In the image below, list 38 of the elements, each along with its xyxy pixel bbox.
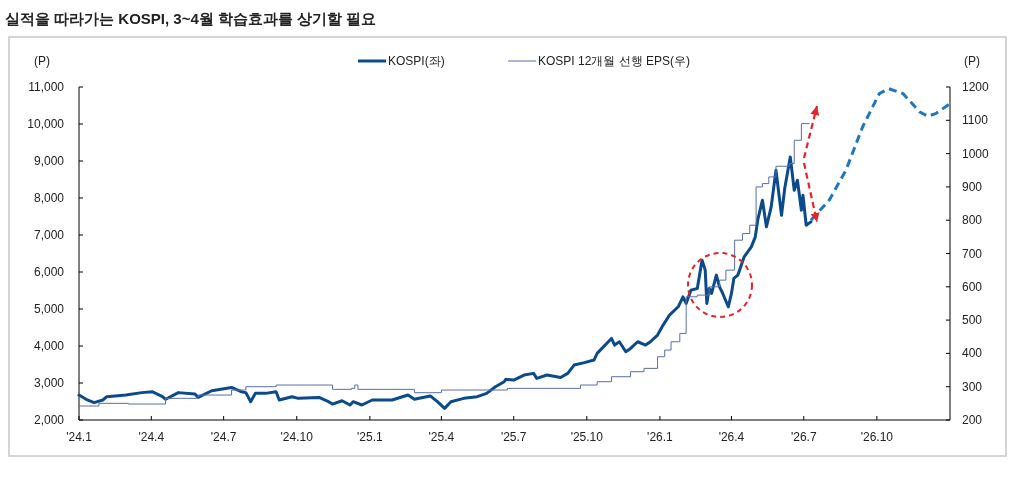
y-tick-label: 10,000 bbox=[27, 117, 65, 131]
y-tick-label: 4,000 bbox=[33, 339, 65, 353]
x-tick-label: '24.7 bbox=[210, 430, 237, 444]
y-tick-label: 7,000 bbox=[33, 228, 65, 242]
legend-label: KOSPI 12개월 선행 EPS(우) bbox=[538, 54, 691, 68]
x-tick-label: '26.7 bbox=[790, 430, 817, 444]
x-tick-label: '25.4 bbox=[428, 430, 455, 444]
y-tick-label: 9,000 bbox=[33, 154, 65, 168]
x-tick-label: '25.7 bbox=[500, 430, 527, 444]
y2-tick-label: 500 bbox=[962, 313, 983, 328]
y-tick-label: 3,000 bbox=[33, 376, 65, 390]
y-tick-label: 2,000 bbox=[33, 413, 65, 427]
x-tick-label: '26.10 bbox=[860, 430, 894, 444]
x-tick-label: '24.4 bbox=[138, 430, 165, 444]
x-tick-label: '25.10 bbox=[570, 430, 604, 444]
y-tick-label: 6,000 bbox=[33, 265, 65, 279]
y2-axis-title: (P) bbox=[964, 54, 980, 68]
x-tick-label: '24.10 bbox=[280, 430, 314, 444]
y2-tick-label: 900 bbox=[962, 179, 983, 194]
x-tick-label: '26.1 bbox=[647, 430, 674, 444]
y2-tick-label: 1100 bbox=[962, 113, 989, 128]
x-tick-label: '26.4 bbox=[718, 430, 745, 444]
y-axis-title: (P) bbox=[34, 54, 50, 68]
y2-tick-label: 300 bbox=[962, 379, 983, 394]
y2-tick-label: 1200 bbox=[962, 80, 990, 94]
x-tick-label: '24.1 bbox=[66, 430, 93, 444]
y2-tick-label: 1000 bbox=[962, 146, 990, 161]
y-tick-label: 11,000 bbox=[28, 80, 65, 94]
y2-tick-label: 600 bbox=[962, 279, 983, 294]
x-tick-label: '25.1 bbox=[357, 430, 384, 444]
y2-tick-label: 700 bbox=[962, 246, 983, 261]
chart-title: 실적을 따라가는 KOSPI, 3~4월 학습효과를 상기할 필요 bbox=[5, 10, 377, 27]
y2-tick-label: 800 bbox=[962, 213, 983, 228]
y-tick-label: 8,000 bbox=[33, 191, 65, 205]
y2-tick-label: 200 bbox=[962, 413, 983, 427]
y2-tick-label: 400 bbox=[962, 346, 983, 361]
legend-label: KOSPI(좌) bbox=[388, 54, 445, 68]
y-tick-label: 5,000 bbox=[33, 302, 65, 316]
